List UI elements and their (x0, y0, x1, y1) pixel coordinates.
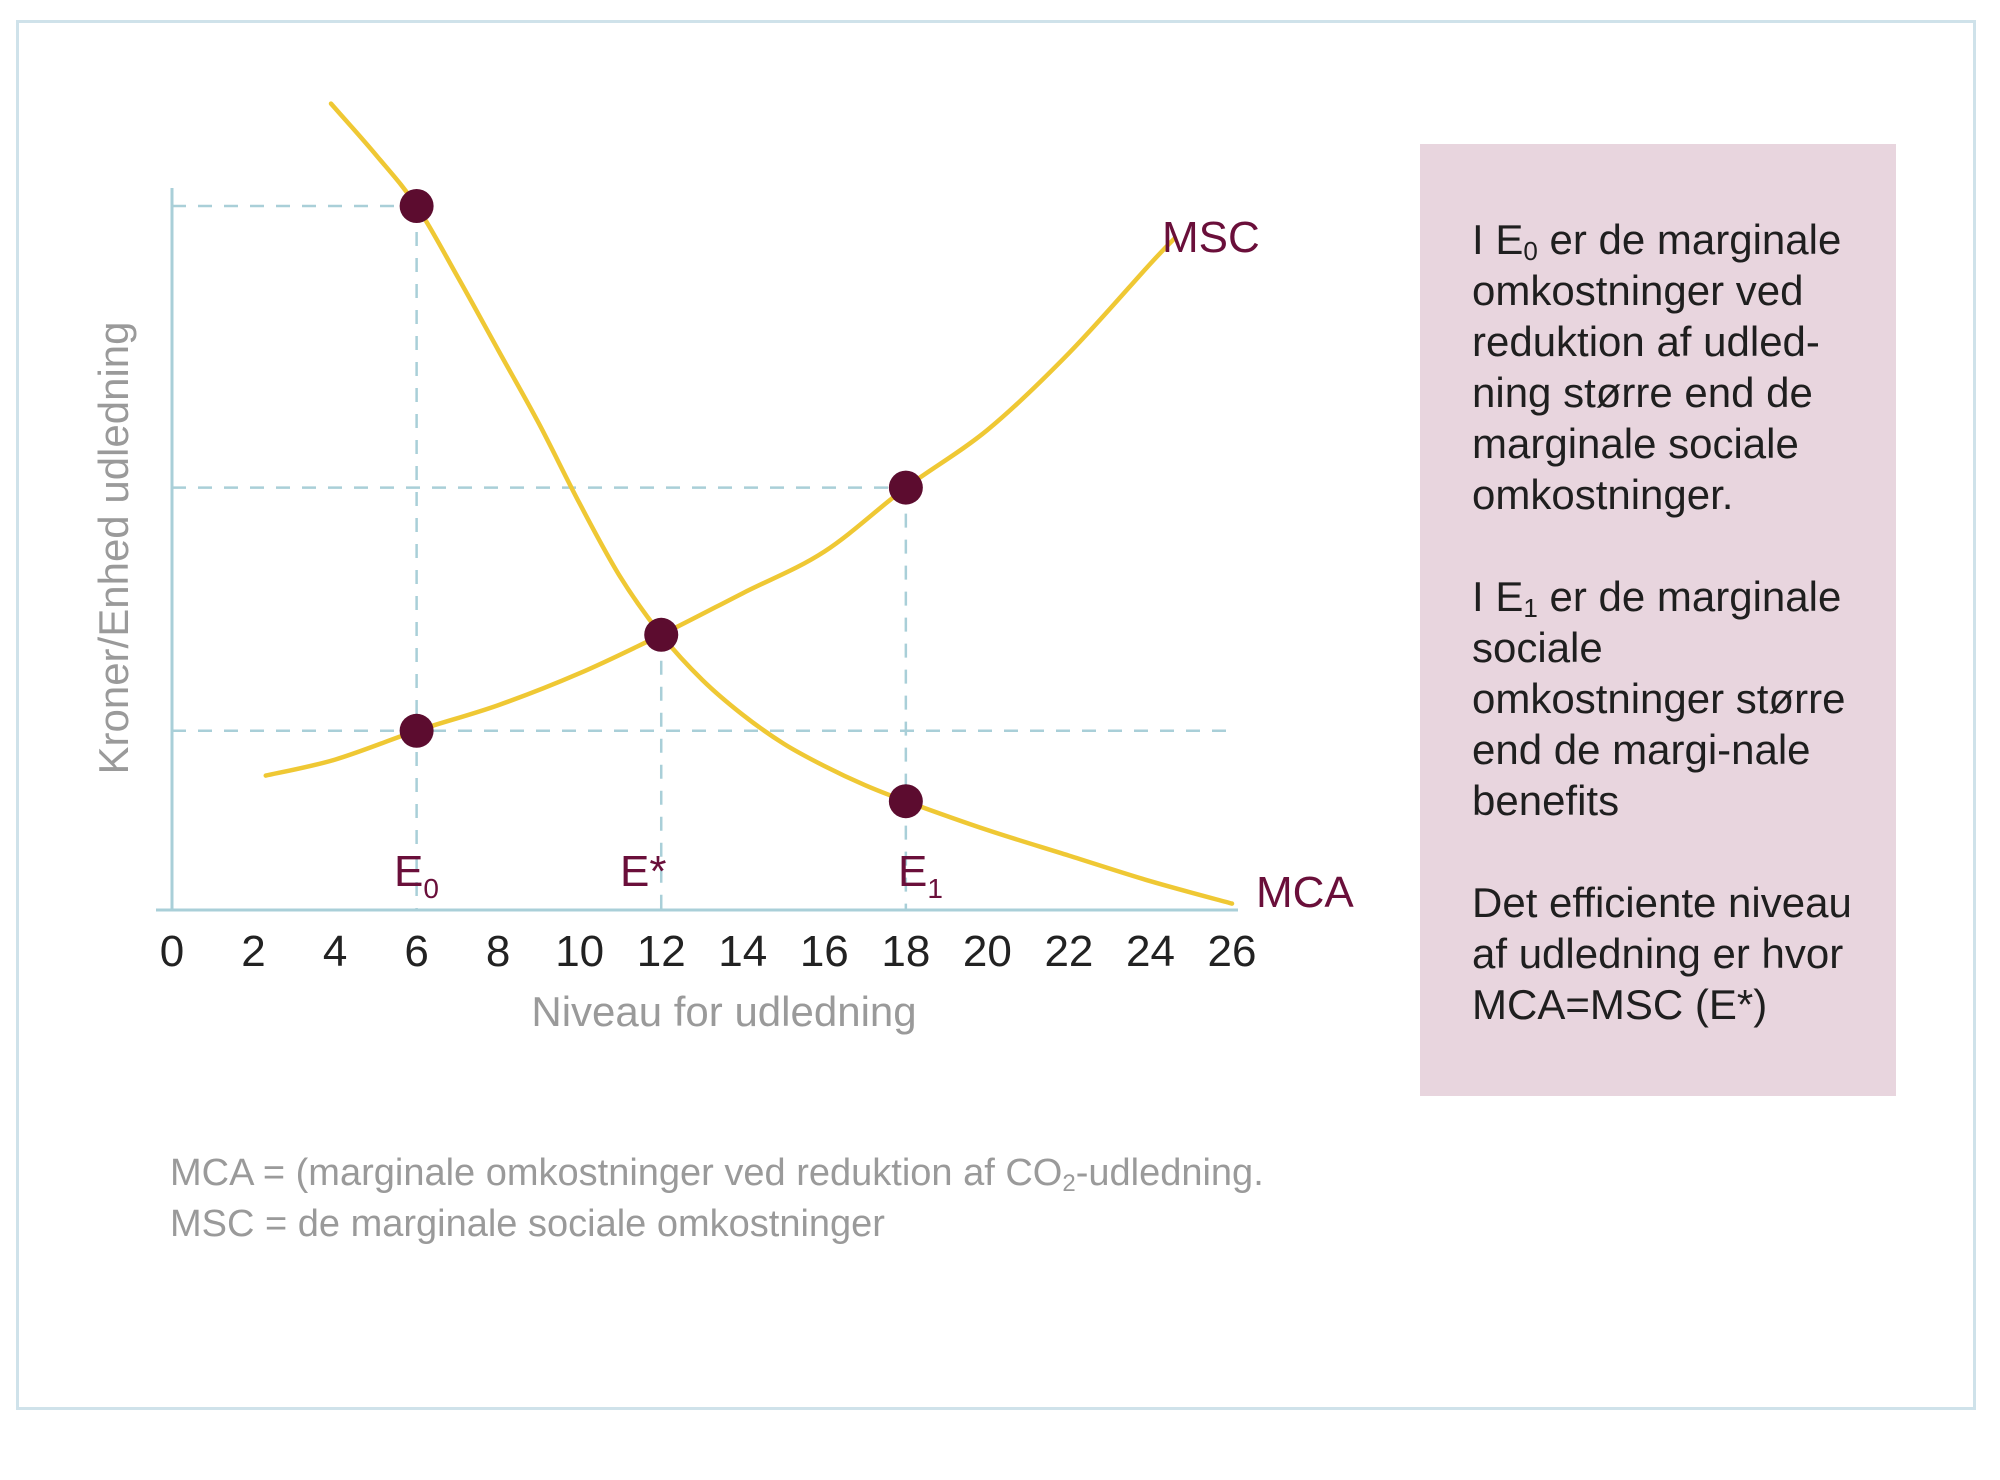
point-msc-e0 (399, 713, 434, 748)
msc-curve-label: MSC (1162, 213, 1260, 262)
footnote: MCA = (marginale omkostninger ved redukt… (170, 1148, 1264, 1250)
x-axis-title: Niveau for udledning (531, 988, 916, 1035)
x-tick-label-2: 2 (241, 927, 265, 976)
footnote-mca-suffix: -udledning. (1075, 1152, 1264, 1194)
point-label-e1-main: E (898, 847, 927, 896)
footnote-mca-text: MCA = (marginale omkostninger ved redukt… (170, 1152, 1063, 1194)
mca-curve (328, 101, 1235, 906)
x-tick-label-24: 24 (1126, 927, 1175, 976)
footnote-line-mca: MCA = (marginale omkostninger ved redukt… (170, 1148, 1264, 1199)
point-mca-e0 (399, 189, 434, 223)
point-label-e1: E1 (898, 847, 943, 904)
x-tick-label-12: 12 (637, 927, 686, 976)
x-tick-label-14: 14 (718, 927, 767, 976)
info-paragraph-efficient: Det efficiente niveau af udledning er hv… (1472, 879, 1852, 1028)
curves (263, 101, 1235, 906)
info-e1-text: er de marginale sociale omkostninger stø… (1472, 573, 1846, 824)
info-e0-prefix: I E (1472, 216, 1524, 263)
x-tick-labels: 0 2 4 6 8 10 12 14 16 18 20 22 24 26 (160, 927, 1257, 976)
x-tick-label-20: 20 (963, 927, 1012, 976)
point-mca-e1 (888, 784, 923, 819)
axes (156, 188, 1238, 912)
points (399, 189, 923, 819)
x-tick-label-18: 18 (881, 927, 930, 976)
info-e0-subscript: 0 (1523, 236, 1538, 266)
info-paragraph-e0: I E0 er de marginale omkostninger ved re… (1472, 214, 1860, 520)
point-label-e0-sub: 0 (423, 873, 439, 904)
x-tick-label-0: 0 (160, 927, 184, 976)
point-label-e0-main: E (394, 847, 423, 896)
y-axis-title: Kroner/Enhed udledning (90, 321, 137, 774)
x-tick-label-10: 10 (555, 927, 604, 976)
info-paragraph-e1: I E1 er de marginale sociale omkostninge… (1472, 571, 1860, 826)
point-label-estar: E* (620, 847, 666, 896)
x-tick-label-26: 26 (1208, 927, 1257, 976)
info-box: I E0 er de marginale omkostninger ved re… (1420, 144, 1896, 1096)
x-tick-label-4: 4 (323, 927, 347, 976)
point-msc-e1 (888, 470, 923, 505)
point-label-e1-sub: 1 (927, 873, 943, 904)
point-e-star (644, 617, 679, 652)
info-e1-subscript: 1 (1523, 593, 1538, 623)
info-e0-text: er de marginale omkostninger ved redukti… (1472, 216, 1842, 518)
footnote-line-msc: MSC = de marginale sociale omkostninger (170, 1203, 885, 1245)
x-tick-label-22: 22 (1044, 927, 1093, 976)
point-label-estar-main: E* (620, 847, 666, 896)
x-tick-label-8: 8 (486, 927, 510, 976)
footnote-co2-subscript: 2 (1062, 1170, 1076, 1197)
x-tick-label-16: 16 (800, 927, 849, 976)
x-tick-label-6: 6 (404, 927, 428, 976)
point-label-e0: E0 (394, 847, 439, 904)
guide-lines (172, 204, 1228, 910)
info-e1-prefix: I E (1472, 573, 1524, 620)
mca-curve-label: MCA (1256, 868, 1354, 917)
